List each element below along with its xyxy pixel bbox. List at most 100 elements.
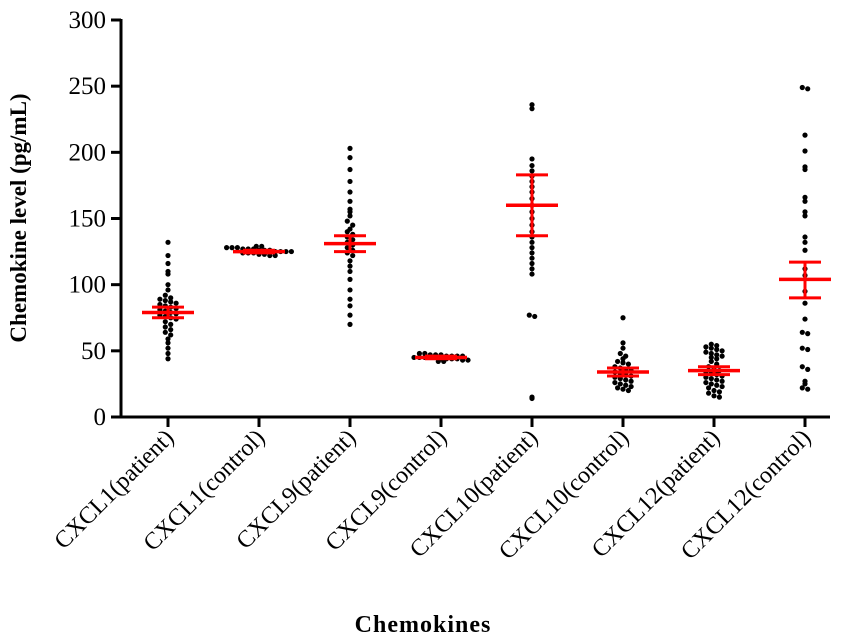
series-group <box>224 243 294 259</box>
data-point <box>173 300 179 306</box>
data-point <box>234 245 240 251</box>
series-group <box>324 145 376 327</box>
data-point <box>157 296 163 302</box>
data-point <box>719 378 725 384</box>
data-point <box>347 321 353 327</box>
data-point <box>529 250 535 256</box>
data-point <box>703 349 709 355</box>
data-point <box>165 239 171 245</box>
data-point <box>620 356 626 362</box>
data-point <box>347 145 353 151</box>
data-point <box>625 387 632 394</box>
data-point <box>711 393 717 399</box>
data-point <box>714 346 720 353</box>
data-point <box>805 86 811 92</box>
x-axis: CXCL1(patient)CXCL1(control)CXCL9(patien… <box>50 415 830 565</box>
data-point <box>711 387 717 394</box>
data-point <box>347 198 353 204</box>
series-group <box>688 341 740 400</box>
data-point <box>529 395 535 402</box>
data-point <box>165 271 171 277</box>
data-point <box>623 377 629 383</box>
data-point <box>168 332 174 338</box>
data-point <box>703 344 709 350</box>
data-point <box>706 390 712 396</box>
data-point <box>719 353 725 359</box>
data-point <box>162 297 168 304</box>
data-point <box>529 266 535 272</box>
data-point <box>802 132 808 138</box>
data-point <box>162 324 168 330</box>
data-point <box>529 239 535 245</box>
data-point <box>799 364 805 370</box>
data-point <box>529 245 535 251</box>
data-point <box>708 376 714 382</box>
data-point <box>799 345 805 351</box>
data-point <box>347 287 353 293</box>
data-point <box>617 350 623 357</box>
data-point <box>168 327 174 333</box>
data-point <box>708 345 714 351</box>
data-point <box>165 350 171 357</box>
series-group <box>411 350 471 365</box>
data-point <box>716 389 723 395</box>
data-point <box>802 209 808 215</box>
y-axis-label: Chemokine level (pg/mL) <box>6 93 31 342</box>
data-point <box>526 312 532 318</box>
data-point <box>347 209 353 215</box>
data-point <box>628 378 634 384</box>
data-point <box>347 213 353 219</box>
data-point <box>165 282 171 288</box>
data-point <box>615 385 621 391</box>
data-point <box>529 106 535 112</box>
data-point <box>288 248 294 255</box>
data-point <box>165 356 171 362</box>
data-point <box>802 316 808 322</box>
data-point <box>347 296 353 302</box>
data-point <box>617 381 623 387</box>
data-point <box>708 350 714 357</box>
data-point <box>620 360 626 366</box>
data-point <box>620 345 626 351</box>
data-point <box>719 348 725 354</box>
data-point <box>623 382 629 388</box>
data-point <box>168 295 174 301</box>
data-point <box>347 312 353 318</box>
data-point <box>719 383 725 390</box>
y-tick-label: 50 <box>81 338 106 365</box>
data-point <box>615 358 621 365</box>
y-tick-label: 0 <box>94 404 107 431</box>
data-point <box>802 213 808 219</box>
data-point <box>620 386 626 392</box>
data-point <box>347 258 353 264</box>
data-point <box>162 319 168 325</box>
data-point <box>224 245 230 251</box>
y-tick-label: 200 <box>69 139 107 166</box>
data-point <box>165 340 171 346</box>
data-point <box>165 336 171 342</box>
data-point <box>532 313 538 320</box>
data-point <box>529 102 535 108</box>
series-group <box>779 84 831 392</box>
data-point <box>612 379 618 386</box>
data-point <box>529 168 535 174</box>
data-point <box>347 155 353 161</box>
data-point <box>344 218 350 224</box>
data-point <box>802 166 808 173</box>
data-point <box>529 255 535 261</box>
data-point <box>529 156 535 162</box>
series-group <box>506 102 558 402</box>
y-tick-label: 250 <box>69 73 107 100</box>
data-point <box>714 377 720 383</box>
data-point <box>802 198 808 204</box>
data-point <box>805 386 811 392</box>
data-point <box>802 234 808 240</box>
data-point <box>714 342 720 349</box>
data-point <box>799 84 805 91</box>
data-point <box>165 345 171 351</box>
data-point <box>347 263 353 269</box>
data-point <box>799 329 805 335</box>
data-point <box>168 321 174 327</box>
data-point <box>162 292 168 298</box>
